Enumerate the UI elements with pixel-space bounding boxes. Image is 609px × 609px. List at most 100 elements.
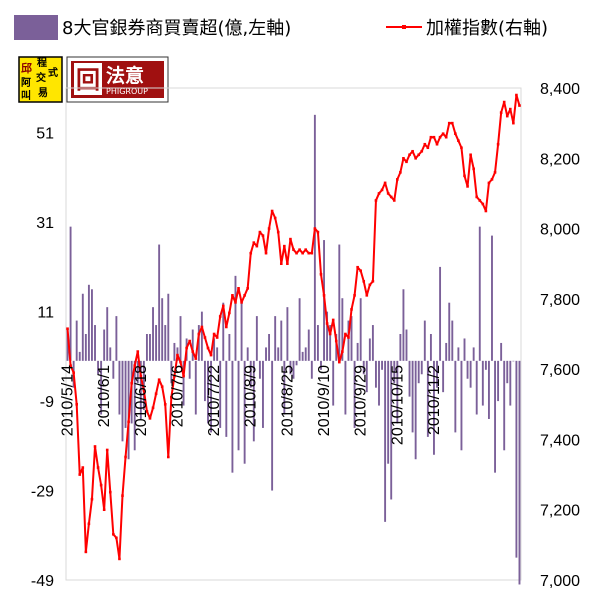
line-point bbox=[484, 209, 488, 213]
line-point bbox=[298, 248, 301, 251]
bar bbox=[84, 334, 87, 361]
bar bbox=[252, 360, 255, 442]
bar bbox=[460, 360, 463, 451]
line-point bbox=[301, 251, 304, 255]
y-left-tick: 11 bbox=[37, 305, 54, 322]
line-point bbox=[102, 508, 106, 512]
line-point bbox=[292, 248, 295, 251]
bar bbox=[100, 360, 103, 415]
bar bbox=[75, 320, 78, 361]
line-point bbox=[283, 244, 286, 248]
line-point bbox=[289, 237, 292, 241]
line-point bbox=[475, 195, 479, 199]
bar bbox=[307, 329, 310, 361]
line-point bbox=[145, 410, 149, 413]
legend-bar-swatch bbox=[14, 15, 58, 40]
logo-char: 邱 bbox=[21, 62, 32, 75]
line-point bbox=[313, 227, 317, 230]
bar bbox=[457, 347, 460, 361]
line-point bbox=[518, 104, 521, 107]
bar bbox=[109, 347, 112, 361]
line-point bbox=[502, 100, 506, 104]
bar bbox=[478, 226, 481, 361]
x-tick-label: 2010/6/1 bbox=[96, 365, 113, 427]
bar bbox=[136, 360, 139, 384]
line-point bbox=[75, 402, 78, 406]
logo-char: 式 bbox=[48, 66, 58, 79]
bar bbox=[213, 338, 216, 361]
y-right-tick: 7,200 bbox=[540, 503, 580, 520]
line-point bbox=[344, 332, 347, 336]
line-point bbox=[139, 374, 143, 378]
bar bbox=[301, 351, 304, 361]
line-point bbox=[396, 178, 399, 181]
line-point bbox=[121, 494, 124, 497]
line-point bbox=[179, 360, 182, 364]
line-point bbox=[197, 332, 201, 336]
bar bbox=[258, 360, 261, 379]
bar bbox=[481, 360, 484, 406]
bar bbox=[289, 360, 292, 375]
bar bbox=[429, 334, 432, 361]
bar bbox=[149, 334, 151, 361]
x-tick-label: 2010/10/15 bbox=[389, 365, 406, 445]
bar bbox=[503, 360, 506, 451]
bar bbox=[69, 226, 72, 361]
line-point bbox=[499, 111, 503, 114]
y-right-tick: 8,000 bbox=[540, 222, 580, 239]
line-point bbox=[441, 132, 445, 135]
bar bbox=[170, 360, 173, 384]
y-right-tick: 7,800 bbox=[540, 292, 580, 309]
line-point bbox=[234, 301, 237, 304]
bar bbox=[359, 298, 362, 361]
bar bbox=[487, 360, 490, 419]
bar bbox=[216, 347, 219, 361]
line-point bbox=[408, 153, 411, 157]
line-point bbox=[481, 202, 485, 206]
line-point bbox=[359, 269, 362, 273]
line-point bbox=[286, 262, 289, 266]
bar bbox=[106, 307, 109, 361]
line-point bbox=[353, 294, 356, 297]
bar bbox=[381, 360, 383, 370]
line-point bbox=[69, 364, 72, 367]
line-point bbox=[194, 357, 198, 360]
line-point bbox=[307, 251, 311, 255]
line-point bbox=[463, 174, 466, 178]
bar bbox=[411, 360, 414, 433]
logo-char: 叫 bbox=[21, 89, 31, 102]
line-point bbox=[426, 146, 430, 150]
line-point bbox=[279, 262, 283, 266]
line-point bbox=[72, 371, 75, 374]
logo-name: 法意 bbox=[106, 64, 144, 87]
line-point bbox=[228, 311, 231, 315]
bar bbox=[310, 360, 313, 379]
bar bbox=[362, 360, 365, 375]
line-point bbox=[457, 139, 460, 143]
line-point bbox=[90, 497, 94, 501]
line-point bbox=[380, 188, 384, 192]
bar bbox=[405, 329, 408, 361]
bar bbox=[338, 244, 341, 361]
bar bbox=[280, 320, 283, 361]
bar bbox=[439, 266, 442, 361]
logo-sub: PHIGROUP bbox=[106, 87, 148, 96]
bar bbox=[408, 360, 411, 397]
line-point bbox=[173, 374, 176, 378]
bar bbox=[353, 360, 356, 428]
line-point bbox=[432, 135, 436, 139]
line-point bbox=[371, 279, 375, 283]
bar bbox=[393, 360, 396, 384]
bar bbox=[298, 298, 301, 361]
line-point bbox=[200, 325, 204, 329]
line-point bbox=[264, 251, 268, 255]
logo-char: 易 bbox=[38, 87, 48, 99]
bar bbox=[200, 311, 203, 361]
bar bbox=[231, 360, 234, 473]
bar bbox=[145, 334, 148, 361]
y-right-tick: 8,400 bbox=[540, 81, 580, 98]
line-point bbox=[435, 142, 439, 146]
bar bbox=[433, 360, 435, 455]
bar bbox=[121, 360, 124, 442]
bar bbox=[158, 244, 161, 361]
